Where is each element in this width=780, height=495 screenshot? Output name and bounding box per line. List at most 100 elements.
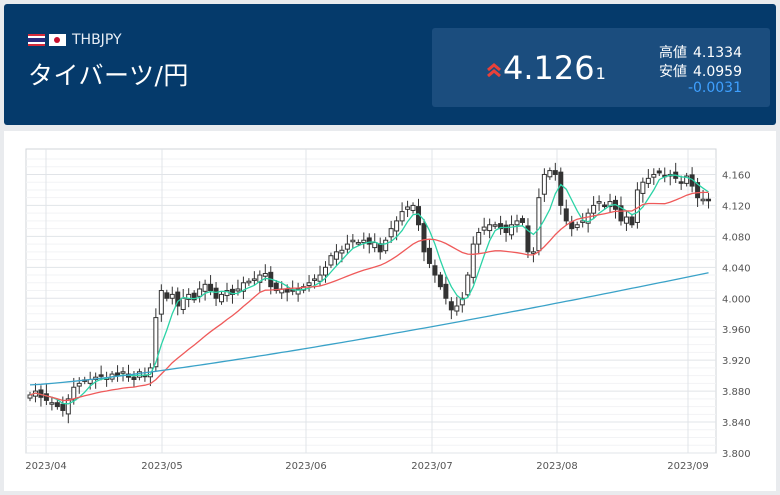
- y-tick-label: 4.000: [722, 294, 751, 305]
- x-tick-label: 2023/04: [25, 461, 67, 472]
- candle-body: [607, 201, 613, 208]
- candle-body: [197, 288, 203, 297]
- candle-body: [574, 224, 580, 228]
- thailand-flag-icon: [28, 34, 45, 46]
- candle-body: [153, 317, 159, 368]
- y-tick-label: 3.880: [722, 387, 751, 398]
- candle-body: [372, 242, 378, 249]
- candle-body: [191, 292, 197, 301]
- candle-body: [492, 224, 498, 227]
- candle-body: [481, 226, 487, 231]
- candle-body: [602, 204, 608, 208]
- candle-body: [514, 220, 520, 226]
- candle-body: [443, 283, 449, 299]
- candle-body: [164, 292, 170, 299]
- candle-body: [695, 182, 701, 199]
- candle-body: [421, 223, 427, 253]
- low-row: 安値 4.0959: [659, 61, 742, 81]
- pair-name: タイバーツ/円: [28, 61, 189, 90]
- high-row: 高値 4.1334: [659, 42, 742, 62]
- x-tick-label: 2023/08: [536, 461, 578, 472]
- candle-body: [229, 288, 235, 295]
- candle-body: [361, 239, 367, 244]
- candle-body: [388, 228, 394, 238]
- y-tick-label: 4.160: [722, 170, 751, 181]
- candle-body: [684, 175, 690, 184]
- candle-body: [645, 177, 651, 184]
- candle-body: [558, 171, 564, 206]
- candle-body: [437, 274, 443, 288]
- candle-body: [65, 398, 71, 415]
- candle-body: [322, 266, 328, 276]
- x-tick-label: 2023/06: [285, 461, 327, 472]
- candle-body: [71, 386, 77, 401]
- double-chevron-up-icon: [487, 63, 501, 77]
- candle-body: [350, 239, 356, 243]
- candle-body: [498, 223, 504, 230]
- candle-body: [519, 218, 525, 223]
- candle-body: [476, 232, 482, 245]
- price-chart[interactable]: 4.160 4.120 4.080 4.040 4.000 3.960 3.920 3.880…: [4, 131, 776, 491]
- candle-body: [394, 220, 400, 232]
- plot-frame: [25, 148, 717, 454]
- candle-body: [333, 251, 339, 260]
- candle-body: [465, 274, 471, 296]
- current-price: 4.1261: [503, 49, 606, 87]
- candle-body: [344, 243, 350, 250]
- high-value: 4.1334: [693, 45, 742, 61]
- candle-body: [27, 394, 33, 399]
- candle-body: [49, 402, 55, 405]
- candle-body: [580, 220, 586, 223]
- currency-pair: THBJPY: [28, 32, 122, 48]
- candle-body: [634, 189, 640, 223]
- candle-body: [76, 382, 82, 387]
- candle-body: [257, 274, 263, 283]
- high-label: 高値: [659, 45, 687, 61]
- candle-body: [317, 274, 323, 282]
- candle-body: [706, 198, 712, 202]
- candle-body: [623, 216, 629, 224]
- candle-body: [426, 247, 432, 264]
- candle-body: [120, 371, 126, 374]
- candle-body: [448, 301, 454, 311]
- candle-body: [596, 201, 602, 204]
- candle-body: [454, 305, 460, 312]
- candle-body: [651, 173, 657, 178]
- candle-body: [284, 288, 290, 293]
- candle-body: [399, 211, 405, 222]
- candle-body: [98, 374, 104, 377]
- candle-body: [208, 283, 214, 292]
- candle-body: [186, 293, 192, 300]
- y-tick-label: 4.080: [722, 232, 751, 243]
- candle-body: [131, 376, 137, 380]
- candle-body: [366, 237, 372, 245]
- candle-body: [525, 225, 531, 253]
- x-tick-label: 2023/05: [141, 461, 183, 472]
- price-panel: 4.1261 高値 4.1334 安値 4.0959 -0.0031: [432, 28, 770, 107]
- candle-body: [251, 278, 257, 281]
- candle-body: [240, 282, 246, 292]
- candle-body: [235, 288, 241, 292]
- x-tick-label: 2023/07: [411, 461, 453, 472]
- candle-body: [169, 293, 175, 299]
- y-tick-label: 3.840: [722, 418, 751, 429]
- low-value: 4.0959: [693, 64, 742, 80]
- candle-body: [202, 283, 208, 292]
- ma-long-line: [29, 272, 709, 386]
- candle-body: [136, 371, 142, 378]
- candle-body: [656, 170, 662, 174]
- ma-mid-line: [29, 191, 709, 402]
- candle-body: [563, 208, 569, 222]
- candle-body: [678, 181, 684, 184]
- candlestick-chart[interactable]: 4.160 4.120 4.080 4.040 4.000 3.960 3.920 3.880…: [4, 131, 776, 491]
- candle-body: [503, 224, 509, 234]
- y-tick-label: 4.120: [722, 201, 751, 212]
- candle-body: [54, 402, 60, 408]
- pair-code: THBJPY: [72, 32, 122, 48]
- candle-body: [175, 291, 181, 307]
- candle-body: [591, 204, 597, 214]
- candle-body: [213, 287, 219, 299]
- candle-body: [470, 243, 476, 278]
- candle-body: [312, 278, 318, 281]
- candle-body: [700, 198, 706, 202]
